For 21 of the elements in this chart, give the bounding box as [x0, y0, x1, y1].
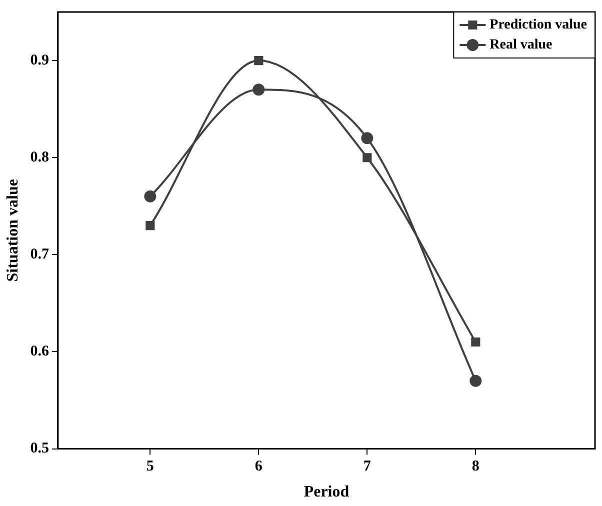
point: [252, 84, 265, 96]
x-tick-label: 6: [254, 458, 263, 475]
x-axis-title: Period: [304, 484, 350, 501]
point: [470, 374, 482, 387]
y-tick-label: 0.6: [30, 344, 50, 360]
point: [361, 132, 374, 144]
y-tick-label: 0.8: [30, 149, 49, 166]
x-tick-label: 8: [472, 458, 480, 475]
point: [146, 221, 155, 230]
y-tick-label: 0.7: [30, 246, 50, 263]
x-tick-label: 7: [363, 458, 372, 475]
legend-label: Prediction value: [490, 18, 587, 33]
point: [471, 337, 480, 347]
y-axis-title: Situation value: [4, 179, 22, 282]
y-tick-label: 0.9: [30, 52, 49, 68]
point: [254, 56, 264, 66]
legend-label: Real value: [490, 38, 552, 53]
x-tick-label: 5: [146, 458, 154, 475]
point: [144, 190, 156, 202]
y-tick-label: 0.5: [30, 440, 49, 457]
point: [362, 153, 372, 162]
